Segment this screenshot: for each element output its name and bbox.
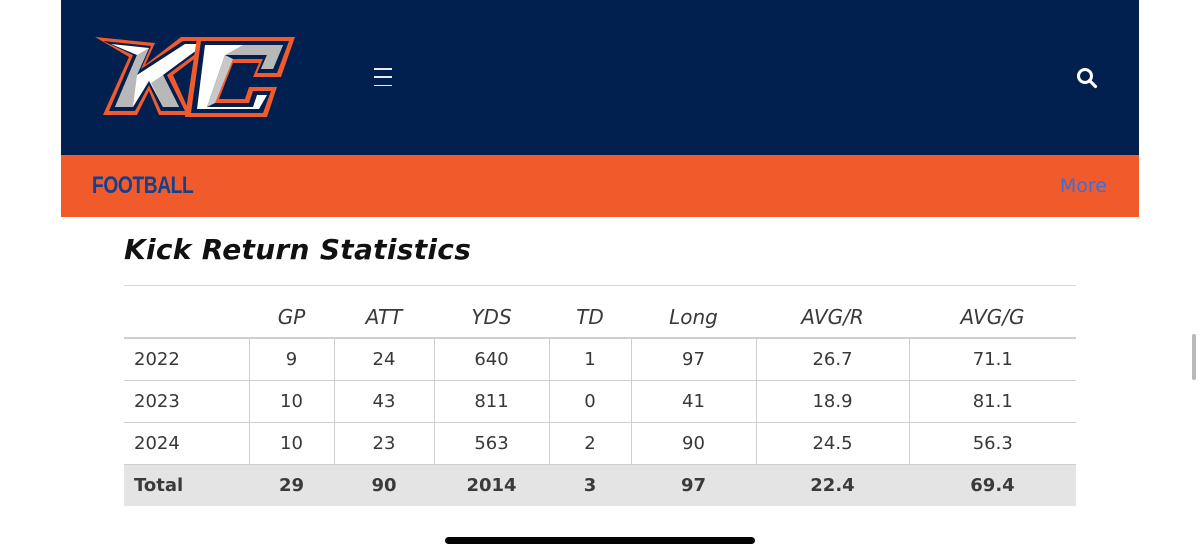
cell-gp: 9: [248, 338, 335, 381]
kc-logo-icon: [95, 37, 295, 117]
table-row: 2023 10 43 811 0 41 18.9 81.1: [124, 380, 1076, 423]
cell-long: 97: [630, 338, 757, 381]
table-row: 2024 10 23 563 2 90 24.5 56.3: [124, 422, 1076, 465]
table-header-row: GP ATT YDS TD Long AVG/R AVG/G: [124, 296, 1076, 339]
kc-logo[interactable]: [93, 35, 298, 121]
cell-yds: 811: [433, 380, 550, 423]
column-header-avg-r: AVG/R: [756, 296, 909, 339]
cell-avg-r: 24.5: [755, 422, 910, 465]
cell-avg-g: 81.1: [908, 380, 1076, 423]
cell-avg-g: 69.4: [909, 464, 1076, 506]
table-row: 2022 9 24 640 1 97 26.7 71.1: [124, 338, 1076, 381]
cell-td: 2: [548, 422, 632, 465]
more-menu-link[interactable]: More: [1059, 175, 1107, 197]
cell-att: 43: [333, 380, 435, 423]
cell-yds: 640: [433, 338, 550, 381]
cell-gp: 10: [248, 380, 335, 423]
menu-line: [374, 84, 392, 86]
cell-avg-r: 26.7: [755, 338, 910, 381]
cell-gp: 29: [249, 464, 334, 506]
cell-att: 90: [334, 464, 434, 506]
column-header-yds: YDS: [434, 296, 549, 339]
kick-return-stats-table: GP ATT YDS TD Long AVG/R AVG/G 2022 9 24…: [124, 296, 1076, 506]
column-header-long: Long: [631, 296, 756, 339]
cell-att: 24: [333, 338, 435, 381]
cell-avg-r: 18.9: [755, 380, 910, 423]
column-header-avg-g: AVG/G: [909, 296, 1076, 339]
cell-td: 1: [548, 338, 632, 381]
page-title: Kick Return Statistics: [124, 233, 472, 266]
search-icon: [1077, 68, 1098, 89]
vertical-scrollbar[interactable]: [1192, 334, 1196, 380]
cell-td: 3: [549, 464, 631, 506]
cell-avg-g: 71.1: [908, 338, 1076, 381]
cell-avg-g: 56.3: [908, 422, 1076, 465]
site-header: [61, 0, 1139, 155]
hamburger-menu-icon[interactable]: [374, 68, 392, 86]
cell-td: 0: [548, 380, 632, 423]
cell-season: 2022: [124, 338, 250, 381]
table-total-row: Total 29 90 2014 3 97 22.4 69.4: [124, 464, 1076, 506]
cell-season: 2024: [124, 422, 250, 465]
cell-long: 90: [630, 422, 757, 465]
cell-gp: 10: [248, 422, 335, 465]
sport-subnav: FOOTBALL More: [61, 155, 1139, 217]
cell-yds: 563: [433, 422, 550, 465]
sport-title[interactable]: FOOTBALL: [92, 172, 194, 199]
cell-avg-r: 22.4: [756, 464, 909, 506]
column-header-td: TD: [549, 296, 631, 339]
menu-line: [374, 68, 392, 70]
column-header-gp: GP: [249, 296, 334, 339]
cell-yds: 2014: [434, 464, 549, 506]
cell-total-label: Total: [124, 464, 249, 506]
search-button[interactable]: [1076, 67, 1098, 89]
cell-att: 23: [333, 422, 435, 465]
cell-season: 2023: [124, 380, 250, 423]
title-divider: [124, 285, 1076, 286]
cell-long: 97: [631, 464, 756, 506]
menu-line: [374, 76, 392, 78]
home-indicator-bar[interactable]: [445, 537, 755, 544]
cell-long: 41: [630, 380, 757, 423]
column-header-season: [124, 296, 249, 339]
column-header-att: ATT: [334, 296, 434, 339]
